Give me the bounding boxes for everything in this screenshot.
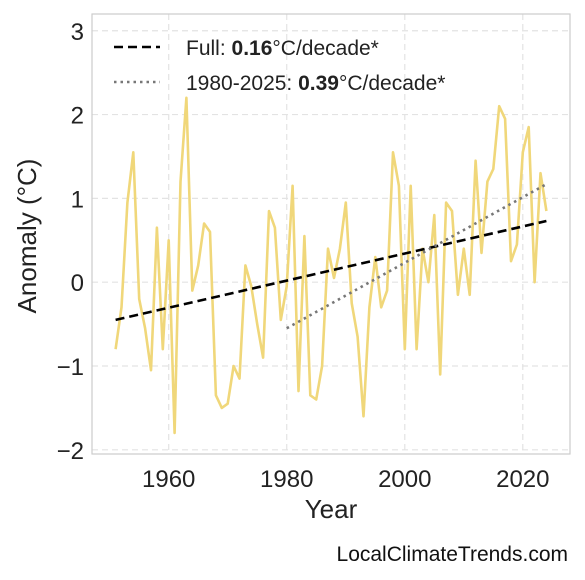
legend-full-label: Full: 0.16°C/decade* <box>186 37 379 60</box>
grid <box>92 14 570 454</box>
tick-labels: 1960 1980 2000 2020 −2 −1 0 1 2 3 <box>57 19 550 493</box>
anomaly-series-line <box>114 96 548 435</box>
y-axis-title: Anomaly (°C) <box>12 159 42 314</box>
x-tick-label: 2020 <box>496 466 549 493</box>
y-tick-label: −1 <box>57 354 84 381</box>
x-tick-label: 2000 <box>378 466 431 493</box>
x-axis-title: Year <box>305 494 358 524</box>
y-tick-label: 0 <box>71 270 84 297</box>
x-tick-label: 1980 <box>260 466 313 493</box>
trend-recent-line <box>286 182 548 330</box>
x-tick-label: 1960 <box>142 466 195 493</box>
y-tick-label: −2 <box>57 438 84 465</box>
trend-full-line <box>115 219 547 322</box>
plot-frame <box>91 13 571 455</box>
legend-recent-label: 1980-2025: 0.39°C/decade* <box>186 72 445 95</box>
y-tick-label: 1 <box>71 186 84 213</box>
data-layer <box>114 96 548 435</box>
y-tick-label: 3 <box>71 19 84 46</box>
legend: Full: 0.16°C/decade* 1980-2025: 0.39°C/d… <box>114 37 445 95</box>
y-tick-label: 2 <box>71 103 84 130</box>
source-credit: LocalClimateTrends.com <box>337 543 568 566</box>
